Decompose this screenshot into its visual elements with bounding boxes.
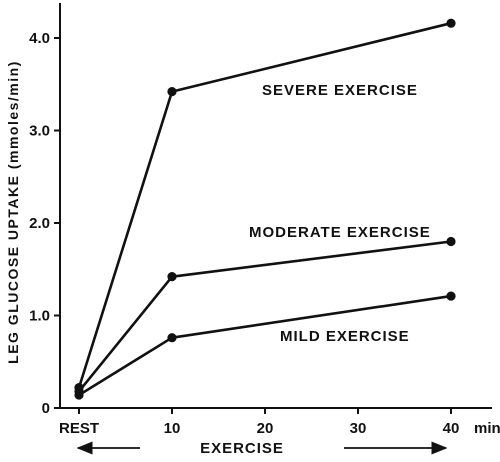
x-unit-label: min [474, 420, 500, 437]
data-point-severe [167, 87, 177, 97]
y-ticks: 0 1.0 2.0 3.0 4.0 [29, 30, 60, 417]
data-point-mild [167, 333, 177, 343]
data-point-moderate [446, 236, 456, 247]
y-axis-label: LEG GLUCOSE UPTAKE (mmoles/min) [5, 60, 21, 364]
y-tick-label: 4.0 [29, 30, 50, 47]
exercise-bracket-label: EXERCISE [200, 440, 284, 457]
y-tick-label: 3.0 [29, 123, 50, 140]
y-tick-label: 1.0 [29, 308, 50, 325]
series-label-mild: MILD EXERCISE [280, 328, 410, 345]
data-point-mild [446, 291, 456, 301]
data-point-moderate [167, 272, 177, 282]
series-line-mild [78, 294, 452, 397]
y-tick-label: 2.0 [29, 215, 50, 232]
x-tick-label: 40 [443, 420, 460, 437]
x-tick-label: REST [59, 420, 99, 437]
y-tick-label: 0 [42, 400, 50, 417]
series-label-moderate: MODERATE EXERCISE [249, 224, 431, 241]
x-tick-label: 30 [350, 420, 367, 437]
series-line-moderate [77, 240, 452, 393]
data-point-severe [446, 18, 456, 28]
x-tick-label: 10 [164, 420, 181, 437]
x-ticks: REST 10 20 30 40 min [59, 408, 500, 437]
axes [59, 3, 492, 409]
data-point-mild [74, 390, 84, 400]
series-points [74, 18, 456, 400]
series-label-severe: SEVERE EXERCISE [262, 82, 418, 99]
exercise-bracket: EXERCISE [76, 440, 448, 457]
x-tick-label: 20 [257, 420, 274, 437]
